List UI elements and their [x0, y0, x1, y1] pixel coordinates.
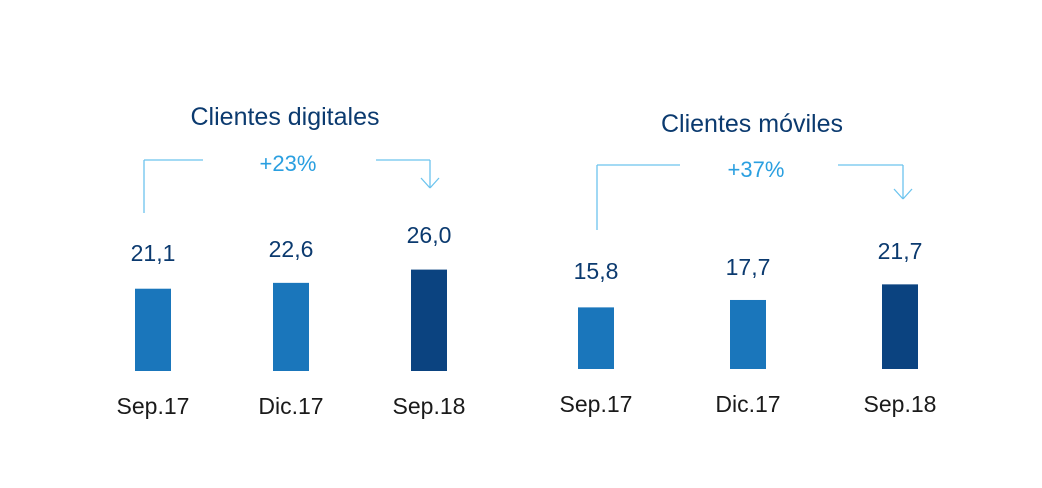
value-label: 21,1 — [130, 240, 176, 266]
category-label: Sep.18 — [863, 391, 937, 417]
category-label: Sep.17 — [559, 391, 633, 417]
category-label: Dic.17 — [715, 391, 781, 417]
category-label: Sep.17 — [116, 393, 190, 419]
growth-label: +37% — [727, 157, 785, 182]
value-label: 15,8 — [573, 258, 619, 284]
category-label: Dic.17 — [258, 393, 324, 419]
value-label: 17,7 — [725, 254, 771, 280]
arrow-head-left — [893, 188, 904, 200]
category-label: Sep.18 — [392, 393, 466, 419]
growth-label: +23% — [259, 151, 317, 176]
bar-dic-17 — [273, 282, 309, 371]
chart-title: Clientes digitales — [190, 103, 380, 131]
bar-dic-17 — [730, 299, 766, 369]
arrow-head-right — [902, 188, 913, 200]
bar-sep-18 — [411, 269, 447, 371]
bar-sep-18 — [882, 284, 918, 369]
value-label: 21,7 — [877, 238, 923, 264]
chart-title: Clientes móviles — [660, 110, 844, 138]
value-label: 26,0 — [406, 222, 452, 248]
bar-sep-17 — [135, 288, 171, 371]
value-label: 22,6 — [268, 236, 314, 262]
bar-sep-17 — [578, 307, 614, 369]
arrow-head-left — [420, 177, 431, 189]
arrow-head-right — [429, 177, 440, 189]
